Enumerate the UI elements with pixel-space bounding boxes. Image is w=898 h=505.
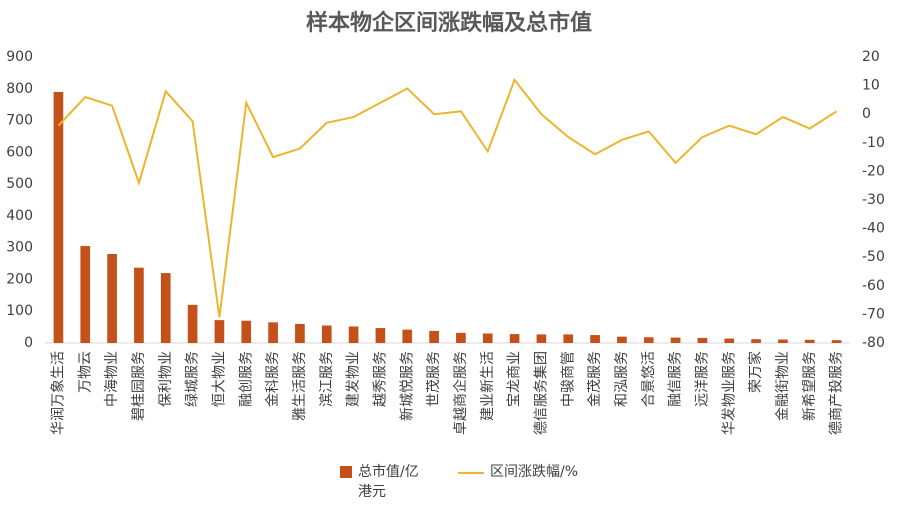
bar — [348, 326, 359, 343]
x-tick-label: 万物云 — [77, 351, 93, 393]
y2-tick-label: -80 — [862, 335, 885, 351]
bar — [107, 254, 117, 343]
y-tick-label: 700 — [6, 113, 33, 129]
x-tick-label: 金科服务 — [265, 351, 281, 407]
bar — [536, 334, 547, 343]
y2-tick-label: 10 — [862, 78, 880, 94]
bar — [643, 337, 654, 343]
bar — [321, 325, 332, 343]
x-tick-label: 中骏商管 — [560, 351, 576, 407]
bar — [831, 340, 842, 343]
legend-label: 总市值/亿港元 — [358, 464, 419, 500]
x-tick-label: 金茂服务 — [586, 351, 603, 407]
y-tick-label: 800 — [6, 81, 33, 97]
y2-tick-label: -40 — [862, 221, 885, 237]
x-tick-label: 远洋服务 — [694, 351, 710, 407]
x-tick-label: 华润万象生活 — [50, 351, 66, 435]
x-tick-label: 新城悦服务 — [399, 351, 415, 421]
x-tick-label: 新希望服务 — [802, 351, 818, 421]
y2-tick-label: -60 — [862, 278, 885, 294]
y-tick-label: 500 — [6, 176, 33, 192]
x-tick-label: 荣万家 — [747, 351, 764, 393]
x-tick-label: 建发物业 — [346, 351, 362, 407]
bar — [53, 91, 64, 343]
y-tick-label: 200 — [6, 271, 33, 287]
x-tick-label: 绿城服务 — [185, 351, 201, 407]
y-tick-label: 0 — [24, 335, 33, 351]
bar — [563, 334, 574, 343]
bar — [456, 332, 466, 343]
bar — [134, 267, 144, 343]
legend-item: 区间涨跌幅/% — [458, 462, 578, 502]
x-tick-label: 雅生活服务 — [292, 351, 308, 421]
bar — [429, 330, 439, 343]
bar — [482, 333, 493, 343]
bar — [375, 328, 386, 343]
x-tick-label: 合景悠活 — [641, 351, 657, 407]
x-tick-label: 世茂服务 — [425, 351, 442, 407]
x-tick-label: 和泓服务 — [614, 351, 630, 407]
bar — [80, 246, 91, 343]
bar — [241, 320, 252, 343]
x-tick-label: 碧桂园服务 — [131, 351, 147, 421]
y2-tick-label: -20 — [862, 163, 885, 179]
y-tick-label: 900 — [6, 49, 33, 65]
x-tick-label: 中海物业 — [104, 351, 120, 407]
x-tick-label: 德信服务集团 — [532, 351, 549, 435]
legend: 总市值/亿港元 区间涨跌幅/% — [340, 462, 578, 502]
legend-item: 总市值/亿港元 — [340, 462, 428, 502]
x-tick-label: 越秀服务 — [372, 351, 388, 407]
y2-tick-label: 0 — [862, 106, 871, 122]
x-tick-label: 恒大物业 — [211, 351, 227, 407]
y-tick-label: 300 — [6, 240, 33, 256]
bar — [804, 339, 815, 343]
legend-swatch — [458, 472, 484, 474]
y-tick-label: 400 — [6, 208, 33, 224]
legend-label: 区间涨跌幅/% — [490, 464, 579, 480]
bar — [778, 339, 788, 343]
bar — [590, 335, 600, 343]
bar — [187, 304, 198, 343]
x-tick-label: 宝龙商业 — [507, 351, 523, 407]
bar — [617, 336, 627, 343]
bar — [697, 337, 708, 343]
y2-tick-label: 20 — [862, 49, 880, 65]
bar — [751, 339, 761, 343]
bar — [214, 320, 225, 343]
x-tick-label: 建业新生活 — [480, 351, 496, 421]
x-tick-label: 滨江服务 — [319, 351, 335, 407]
x-tick-label: 融创服务 — [238, 351, 254, 407]
y2-tick-label: -50 — [862, 249, 885, 265]
x-tick-label: 保利物业 — [158, 351, 174, 407]
chart: 样本物企区间涨跌幅及总市值 01002003004005006007008009… — [6, 10, 885, 435]
y2-tick-label: -10 — [862, 135, 885, 151]
x-tick-label: 德商产投服务 — [829, 351, 845, 435]
x-tick-label: 融信服务 — [668, 351, 684, 407]
x-tick-label: 金融街物业 — [775, 351, 791, 421]
bar — [724, 338, 735, 343]
y2-tick-label: -30 — [862, 192, 885, 208]
y2-tick-label: -70 — [862, 306, 885, 322]
bar — [509, 334, 520, 343]
bar — [160, 273, 171, 343]
line — [57, 77, 838, 318]
x-tick-label: 华发物业服务 — [721, 351, 737, 435]
chart-title: 样本物企区间涨跌幅及总市值 — [306, 10, 592, 36]
y-tick-label: 600 — [6, 144, 33, 160]
y-tick-label: 100 — [6, 303, 33, 319]
bar — [402, 329, 413, 343]
bar — [670, 337, 681, 343]
legend-swatch — [340, 466, 352, 478]
bar — [268, 322, 278, 343]
bar — [295, 323, 305, 343]
x-tick-label: 卓越商企服务 — [452, 351, 469, 435]
